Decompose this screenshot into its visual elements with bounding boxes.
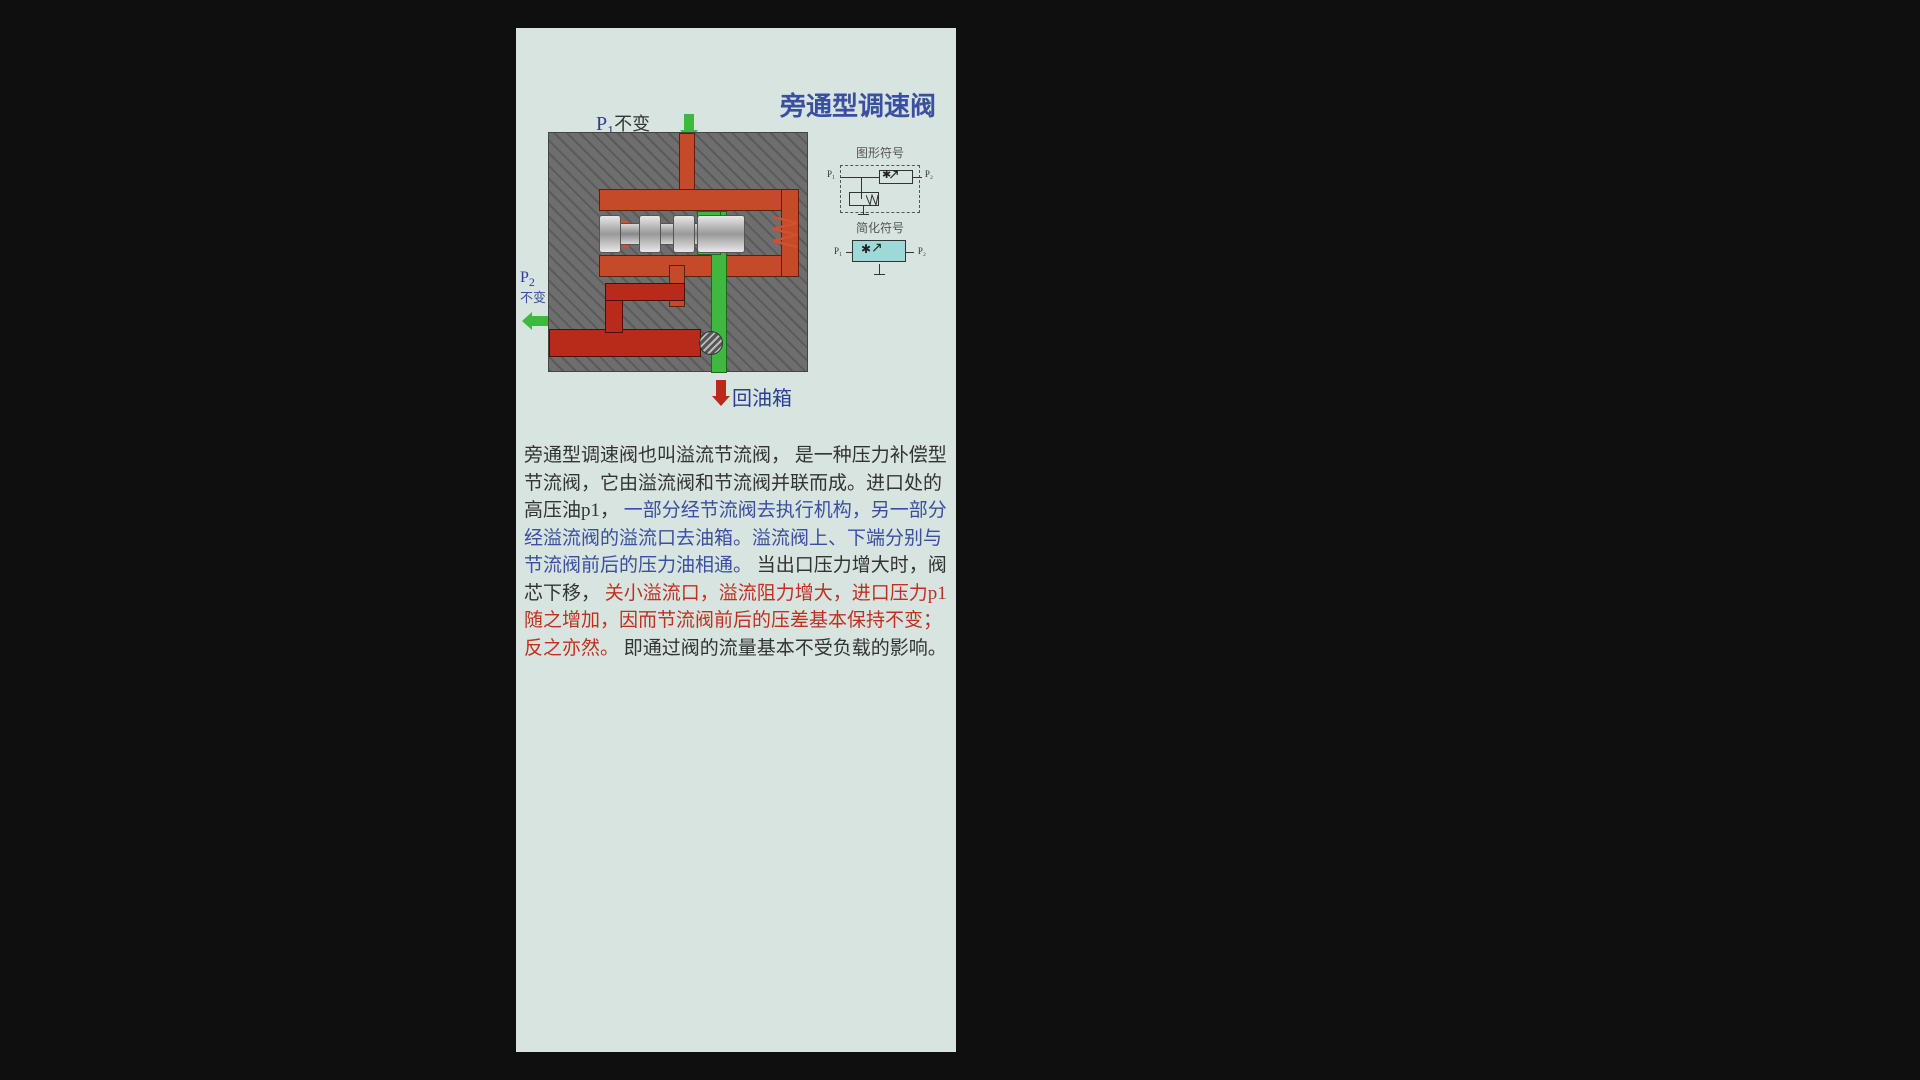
valve-channels [549,133,807,371]
outlet-arrow-icon [530,316,548,326]
spool-land-1 [599,215,621,253]
content-panel: 旁通型调速阀 P1不变 P2 不变 [516,28,956,1052]
return-arrow-icon [716,380,726,398]
sym2-tank-stem [879,264,880,274]
sym1-p1: P₁ [827,169,835,179]
label-return-tank: 回油箱 [732,382,792,411]
simplified-symbol: P₁ P₂ ↗ ✱ [834,240,926,280]
sym2-box: ↗ ✱ [852,240,906,262]
sym2-p1: P₁ [834,246,842,256]
sym1-line-top [840,177,880,178]
sym1-tank-icon [858,214,869,215]
relief-horizontal [605,283,685,301]
sym1-p2: P₂ [925,169,933,179]
sym1-throttle-box: ↗ ✱ [879,170,913,184]
p2-suffix: 不变 [520,290,546,306]
page-title: 旁通型调速阀 [780,86,936,123]
spool-land-4 [697,215,745,253]
description-text: 旁通型调速阀也叫溢流节流阀， 是一种压力补偿型节流阀，它由溢流阀和节流阀并联而成… [524,442,948,662]
graphic-symbol-label: 图形符号 [834,144,926,161]
p2-symbol: P [520,269,529,286]
symbol-panel: 图形符号 P₁ P₂ ↗ ✱ 简化符号 P₁ P₂ ↗ ✱ [834,138,926,280]
valve-body [548,132,808,372]
p1-suffix: 不变 [614,114,650,134]
check-ball-icon [699,331,723,355]
text-s6: 即通过阀的流量基本不受负载的影响。 [624,638,947,659]
sym2-p2: P₂ [918,246,926,256]
label-p2: P2 不变 [520,268,546,305]
spool-land-3 [673,215,695,253]
p2-subscript: 2 [529,275,535,289]
sym1-relief-box [849,192,879,206]
sym1-restriction-icon: ✱ [882,170,891,181]
sym1-line-top-r [913,177,922,178]
sym2-tank-icon [874,274,885,275]
sym1-line-v [861,177,862,199]
graphic-symbol: P₁ P₂ ↗ ✱ [840,165,920,213]
inlet-arrow-icon [684,114,694,132]
spool-land-2 [639,215,661,253]
relief-port-channel [549,329,701,357]
text-s1: 旁通型调速阀也叫溢流节流阀， [524,445,790,466]
sym2-throttle-icon: ↗ [871,242,883,256]
sym2-line-r [906,252,914,253]
simplified-symbol-label: 简化符号 [834,219,926,236]
sym1-relief-spring-icon [866,194,880,206]
spool-upper-cavity [599,189,799,211]
spool [599,209,789,259]
sym2-restriction-icon: ✱ [861,243,871,255]
